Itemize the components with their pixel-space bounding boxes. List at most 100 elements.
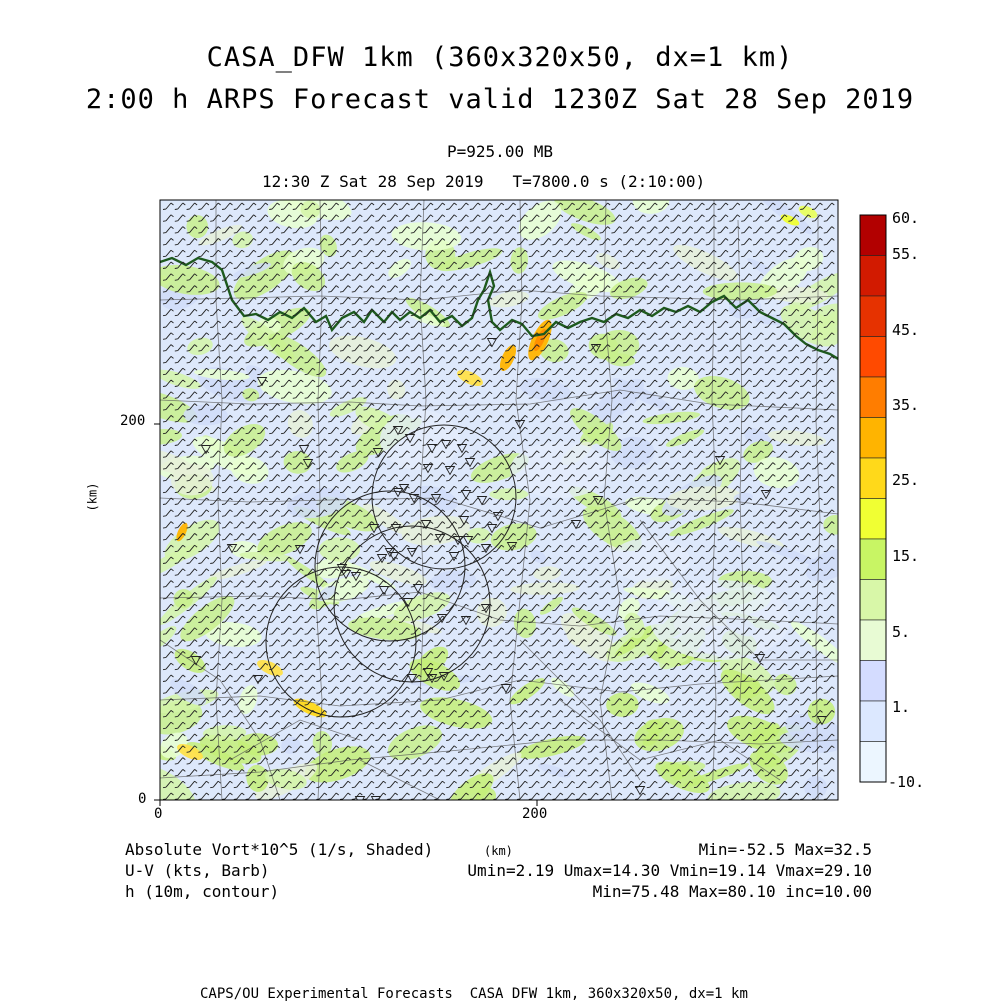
station-marker	[486, 338, 498, 348]
colorbar-label: 45.	[892, 321, 920, 339]
vorticity-shade	[551, 677, 575, 698]
station-marker	[714, 456, 726, 466]
vorticity-shade	[160, 428, 183, 445]
vorticity-shade	[283, 451, 312, 474]
valid-time: 12:30 Z Sat 28 Sep 2019 T=7800.0 s (2:10…	[262, 172, 706, 191]
station-marker	[462, 536, 474, 546]
vorticity-shade	[519, 378, 571, 402]
station-marker	[754, 654, 766, 664]
station-marker	[456, 444, 468, 454]
vorticity-shade	[239, 551, 294, 562]
station-marker	[390, 524, 402, 534]
colorbar-swatch	[859, 336, 887, 378]
pressure-level: P=925.00 MB	[447, 142, 553, 161]
x-tick-200: 200	[522, 806, 548, 822]
station-marker	[444, 466, 456, 476]
station-marker	[458, 516, 470, 526]
legend-field-vorticity: Absolute Vort*10^5 (1/s, Shaded)	[125, 840, 434, 859]
vorticity-shade	[615, 624, 658, 657]
station-marker	[480, 544, 492, 554]
vorticity-shade	[199, 734, 262, 764]
vorticity-shade	[192, 436, 259, 475]
vorticity-shade	[517, 735, 586, 759]
vorticity-shade	[187, 337, 213, 356]
vorticity-shade	[588, 378, 644, 428]
station-marker	[376, 554, 388, 564]
colorbar-label: 1.	[892, 698, 911, 716]
vorticity-shade	[513, 608, 536, 639]
colorbar-swatch	[859, 660, 887, 702]
vorticity-shade	[701, 461, 726, 475]
vorticity-shade	[683, 762, 749, 787]
colorbar-swatch	[859, 457, 887, 499]
state-border	[160, 256, 838, 361]
vorticity-shade	[176, 522, 188, 542]
map-frame	[159, 199, 839, 801]
vorticity-shade	[552, 260, 621, 293]
station-marker	[226, 544, 238, 554]
colorbar	[859, 214, 887, 783]
station-marker	[402, 598, 414, 608]
station-marker	[438, 672, 450, 682]
station-marker	[422, 464, 434, 474]
title-line-1: CASA_DFW 1km (360x320x50, dx=1 km)	[206, 42, 794, 73]
vorticity-shade	[510, 442, 610, 498]
vorticity-shade	[672, 764, 690, 781]
vorticity-shade	[265, 768, 307, 790]
colorbar-label: -10.	[888, 773, 925, 791]
colorbar-swatch	[859, 214, 887, 256]
vorticity-shade	[812, 303, 838, 327]
vorticity-shade	[780, 214, 800, 226]
colorbar-swatch	[859, 295, 887, 337]
station-marker	[436, 614, 448, 624]
vorticity-shade	[160, 765, 196, 800]
station-marker	[340, 570, 352, 580]
colorbar-label: 55.	[892, 245, 920, 263]
vorticity-shade	[595, 253, 621, 270]
county-line	[160, 389, 838, 411]
radar-range-circle	[265, 566, 417, 718]
legend-field-height: h (10m, contour)	[125, 882, 280, 901]
y-tick-200: 200	[120, 413, 146, 429]
vorticity-shade	[571, 607, 617, 636]
station-marker	[388, 552, 400, 562]
station-marker	[426, 444, 438, 454]
vorticity-shade	[300, 200, 321, 219]
vorticity-shade	[489, 488, 529, 501]
station-marker	[592, 496, 604, 506]
vorticity-shade	[780, 304, 838, 347]
legend-stats-vorticity: Min=-52.5 Max=32.5	[698, 840, 872, 859]
vorticity-shade	[510, 582, 580, 595]
wind-barbs	[162, 202, 835, 800]
station-marker	[190, 656, 202, 666]
vorticity-shade	[160, 369, 201, 389]
county-line	[737, 219, 745, 701]
station-marker	[302, 459, 314, 469]
station-marker	[590, 344, 602, 354]
county-line	[419, 200, 427, 701]
station-marker	[336, 564, 348, 574]
vorticity-shade	[202, 725, 247, 741]
station-marker	[298, 445, 310, 455]
vorticity-shade	[748, 722, 780, 747]
vorticity-shade	[257, 369, 332, 405]
vorticity-shade	[194, 369, 250, 381]
vorticity-shade	[790, 621, 838, 666]
vorticity-shade	[537, 291, 588, 320]
station-marker	[252, 675, 264, 685]
vorticity-shade	[223, 424, 266, 457]
y-axis-label: (km)	[85, 482, 100, 512]
vorticity-shade	[449, 773, 494, 800]
station-marker	[368, 524, 380, 534]
station-marker	[350, 572, 362, 582]
colorbar-swatch	[859, 255, 887, 297]
vorticity-shade	[756, 541, 822, 566]
vorticity-shade	[720, 654, 775, 694]
vorticity-shade	[268, 333, 327, 378]
vorticity-shade	[753, 457, 800, 488]
station-marker	[256, 377, 268, 387]
vorticity-shade	[582, 506, 642, 552]
station-marker	[760, 490, 772, 500]
colorbar-swatch	[859, 417, 887, 459]
station-marker	[434, 534, 446, 544]
